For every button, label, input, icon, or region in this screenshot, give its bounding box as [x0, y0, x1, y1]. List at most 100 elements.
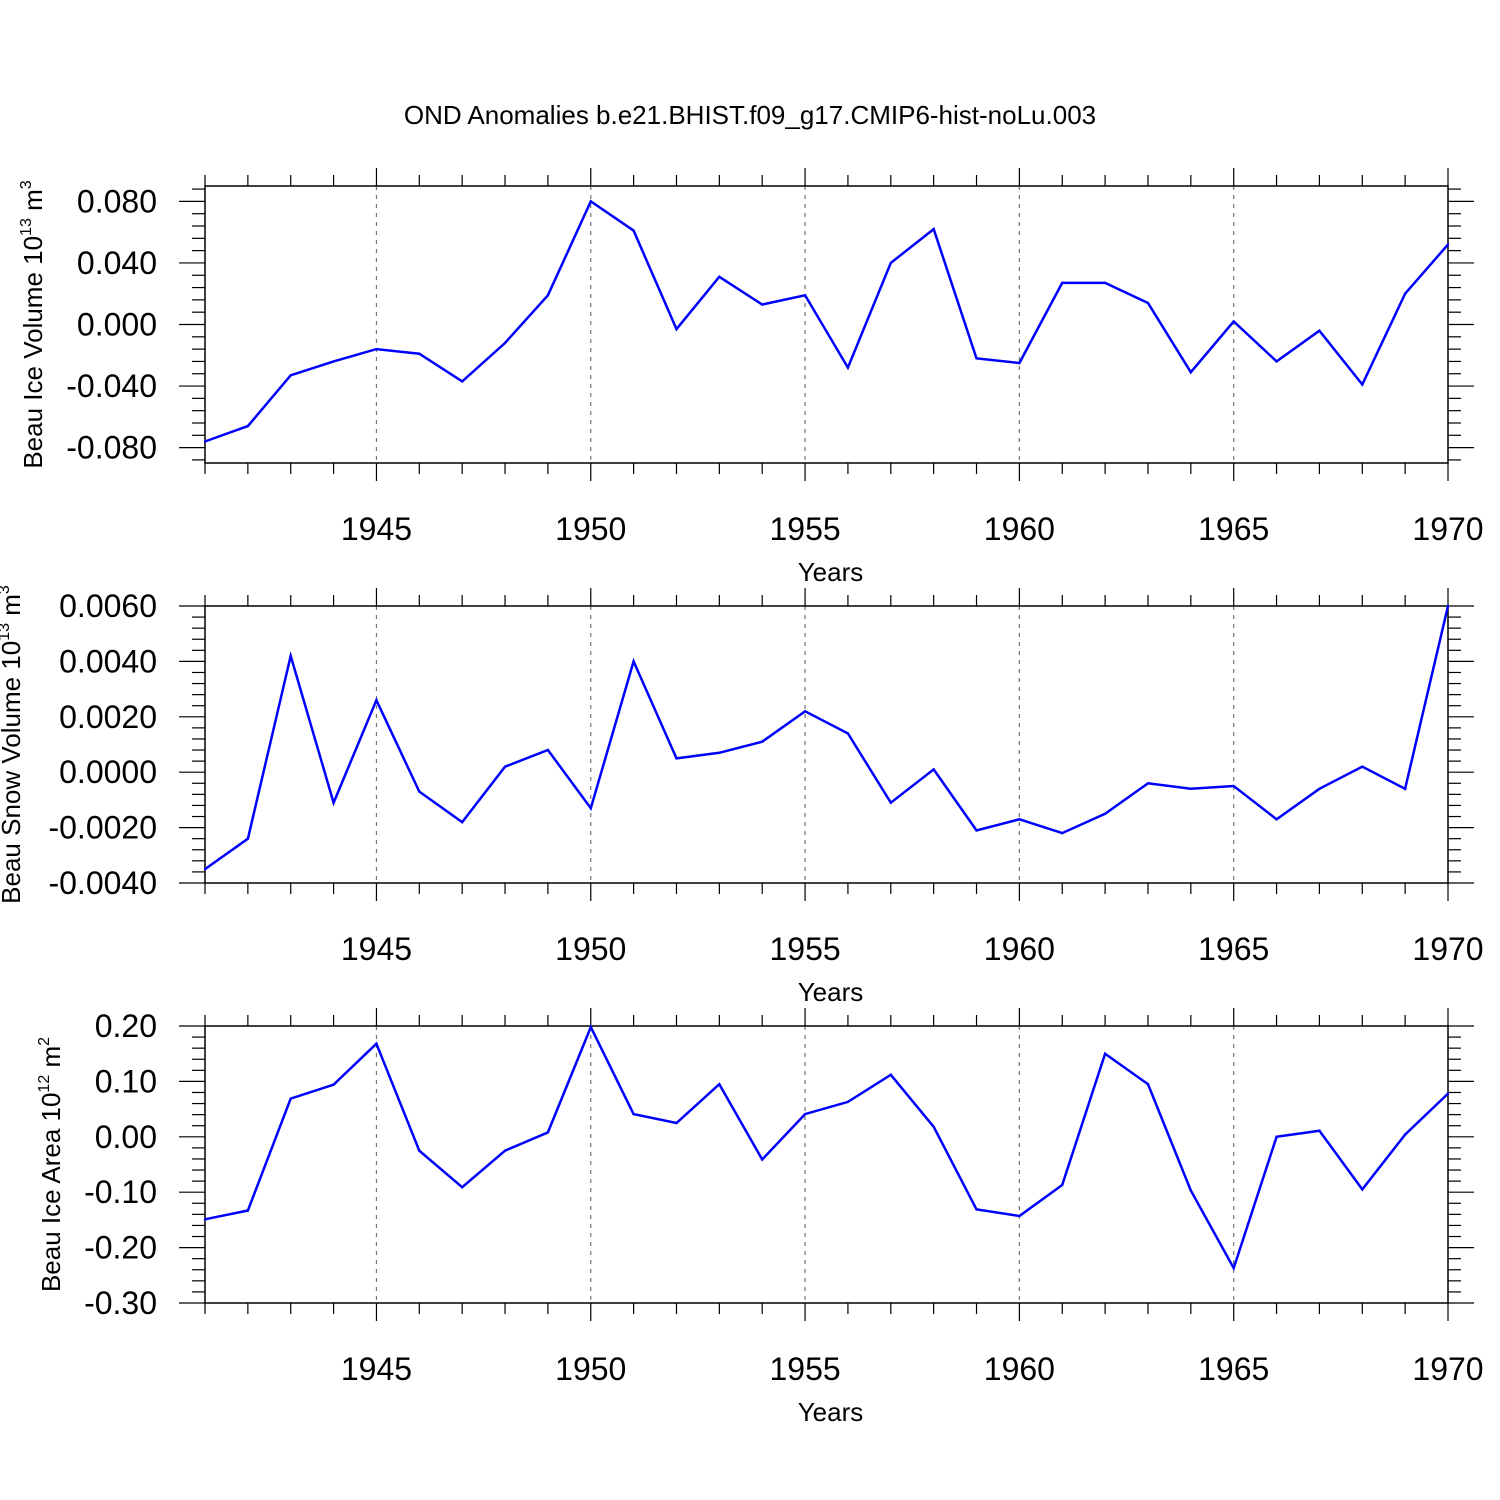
panels: 1945 1950 1955 1960 1965 1970 Years -0.080 -0.04… — [0, 168, 1484, 1427]
x-tick-label: 1955 — [769, 931, 840, 967]
y-tick-label: 0.0040 — [59, 643, 157, 679]
x-axis-label: Years — [798, 1397, 864, 1427]
data-point — [1446, 604, 1450, 608]
x-tick-label: 1960 — [984, 1351, 1055, 1387]
data-point — [803, 1112, 807, 1116]
data-point — [375, 1042, 378, 1045]
data-point — [1275, 818, 1278, 821]
y-tick-label: 0.20 — [95, 1008, 157, 1044]
data-point — [675, 1121, 678, 1125]
data-point — [632, 1112, 635, 1116]
series-line — [204, 605, 1450, 871]
data-point — [1189, 371, 1193, 374]
data-point — [718, 751, 721, 755]
data-point — [803, 710, 807, 713]
y-tick-label: -0.30 — [84, 1285, 157, 1321]
data-point — [1146, 301, 1150, 305]
chart-title: OND Anomalies b.e21.BHIST.f09_g17.CMIP6-… — [404, 100, 1096, 130]
data-point — [632, 229, 635, 232]
x-tick-label: 1960 — [984, 511, 1055, 547]
data-point — [761, 303, 764, 306]
y-tick-label: 0.000 — [77, 307, 157, 343]
y-axis-label-text: Beau Snow Volume 10 — [0, 641, 26, 904]
data-point — [1103, 1052, 1107, 1055]
data-point — [1275, 360, 1278, 363]
x-tick-label: 1965 — [1198, 931, 1269, 967]
data-point — [1018, 818, 1021, 821]
data-point — [632, 660, 635, 663]
y-tick-label: -0.080 — [66, 430, 157, 466]
data-point — [1275, 1135, 1278, 1139]
data-point — [418, 352, 421, 355]
data-point — [332, 360, 335, 363]
y-tick-label: -0.0020 — [48, 810, 157, 846]
data-point — [1103, 812, 1107, 815]
data-point — [246, 424, 250, 428]
data-point — [718, 275, 721, 278]
data-point — [1403, 787, 1407, 791]
data-point — [289, 654, 292, 658]
data-point — [375, 347, 378, 351]
x-tick-label: 1965 — [1198, 511, 1269, 547]
data-point — [203, 1218, 207, 1221]
y-tick-label: 0.00 — [95, 1119, 157, 1155]
data-point — [503, 765, 507, 768]
y-axis-label-unit-exponent: 2 — [36, 1037, 53, 1046]
y-tick-label: 0.080 — [77, 183, 157, 219]
data-point — [460, 820, 464, 824]
data-point — [718, 1082, 721, 1086]
x-tick-label: 1950 — [555, 511, 626, 547]
data-point — [1318, 1129, 1321, 1132]
y-tick-label: 0.0060 — [59, 588, 157, 624]
data-point — [1189, 787, 1193, 791]
data-point — [1103, 281, 1107, 285]
data-point — [418, 1149, 421, 1152]
data-point — [246, 1209, 250, 1212]
data-point — [1318, 329, 1321, 332]
x-tick-label: 1965 — [1198, 1351, 1269, 1387]
y-axis-label: Beau Ice Area 1012 m2 — [36, 1037, 66, 1292]
x-tick-label: 1955 — [769, 1351, 840, 1387]
y-axis-label: Beau Snow Volume 1013 m3 — [0, 585, 26, 904]
data-point — [846, 366, 850, 369]
y-axis-label-exponent: 12 — [36, 1075, 53, 1093]
data-point — [761, 1158, 764, 1161]
y-axis-label-unit-exponent: 3 — [18, 180, 35, 189]
y-axis-label: Beau Ice Volume 1013 m3 — [18, 180, 48, 468]
data-point — [332, 1083, 335, 1086]
x-tick-label: 1950 — [555, 931, 626, 967]
data-point — [246, 837, 250, 840]
y-axis-label-unit: m — [36, 1046, 66, 1075]
x-axis-label: Years — [798, 977, 864, 1007]
data-point — [761, 740, 764, 743]
y-axis-label-text: Beau Ice Volume 10 — [18, 236, 48, 469]
y-axis-label-exponent: 13 — [18, 218, 35, 236]
panel-3: 1945 1950 1955 1960 1965 1970 Years -0.30 -0.20 -… — [36, 1008, 1484, 1427]
data-point — [1018, 361, 1021, 365]
data-point — [289, 374, 292, 377]
data-point — [1232, 1266, 1235, 1270]
data-point — [1146, 782, 1150, 785]
data-point — [1403, 292, 1407, 295]
x-tick-label: 1955 — [769, 511, 840, 547]
data-point — [418, 790, 421, 793]
data-point — [889, 261, 892, 265]
data-point — [1232, 784, 1235, 788]
data-point — [460, 380, 464, 383]
data-point — [1361, 765, 1364, 768]
data-point — [375, 698, 378, 702]
x-tick-label: 1970 — [1412, 1351, 1483, 1387]
x-tick-label: 1945 — [341, 511, 412, 547]
data-point — [975, 357, 978, 360]
y-tick-label: 0.10 — [95, 1063, 157, 1099]
data-point — [1361, 1188, 1364, 1191]
data-point — [589, 807, 592, 810]
data-point — [889, 801, 892, 804]
data-point — [932, 227, 935, 231]
y-axis-label-unit-exponent: 3 — [0, 585, 13, 594]
y-tick-label: 0.040 — [77, 245, 157, 281]
data-point — [675, 757, 678, 760]
y-axis-label-text: Beau Ice Area 10 — [36, 1093, 66, 1292]
data-point — [1232, 320, 1235, 323]
data-point — [1446, 1092, 1450, 1095]
